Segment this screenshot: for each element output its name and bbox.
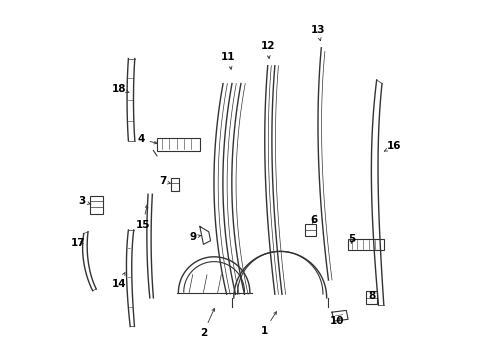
Text: 14: 14 — [112, 273, 126, 289]
Text: 10: 10 — [329, 316, 344, 326]
Text: 16: 16 — [384, 141, 401, 151]
Text: 3: 3 — [78, 197, 91, 206]
Text: 17: 17 — [71, 238, 85, 248]
Text: 7: 7 — [159, 176, 170, 186]
Text: 13: 13 — [310, 25, 325, 41]
Text: 8: 8 — [367, 291, 374, 301]
Text: 6: 6 — [310, 215, 317, 225]
Text: 9: 9 — [189, 232, 200, 242]
Text: 15: 15 — [135, 205, 150, 230]
Text: 4: 4 — [137, 134, 157, 144]
Text: 1: 1 — [260, 312, 276, 336]
Text: 18: 18 — [111, 84, 129, 94]
Text: 2: 2 — [200, 309, 214, 338]
Text: 5: 5 — [347, 234, 355, 244]
Text: 12: 12 — [260, 41, 274, 58]
Text: 11: 11 — [221, 52, 235, 69]
